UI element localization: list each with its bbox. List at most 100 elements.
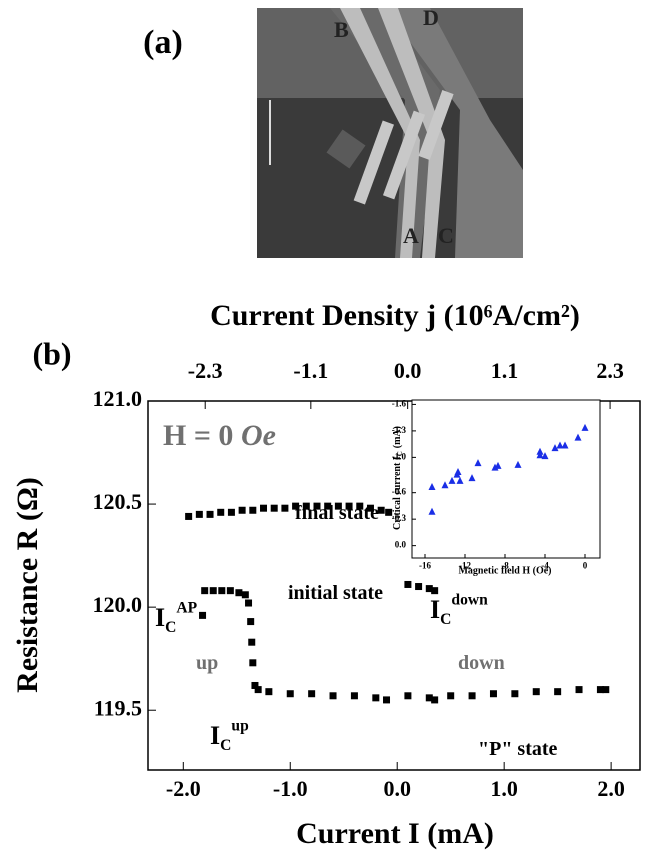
data-point — [489, 690, 497, 698]
data-point — [383, 696, 391, 704]
plot-frame — [411, 399, 601, 559]
data-point — [556, 441, 564, 449]
annotation-part: down — [451, 591, 488, 608]
y-axis-title: Resistance R (Ω) — [11, 477, 44, 693]
data-point — [329, 692, 337, 700]
data-point — [468, 474, 476, 482]
data-point — [260, 504, 268, 512]
y-tick-label: -1.3 — [392, 425, 407, 435]
x-tick-label: 0 — [583, 561, 588, 571]
panel-label: (b) — [32, 335, 71, 371]
annotation-part: initial state — [288, 582, 383, 604]
data-point — [551, 444, 559, 452]
data-point — [494, 461, 502, 469]
data-point — [404, 580, 412, 588]
data-point — [574, 433, 582, 441]
data-point — [441, 481, 449, 489]
data-point — [270, 504, 278, 512]
data-point — [596, 686, 604, 694]
x2-tick-label: -1.1 — [293, 358, 328, 383]
y-tick-label: -1.0 — [392, 451, 407, 461]
inset-y-title: Critical current IC (mA) — [392, 426, 403, 530]
data-point — [456, 476, 464, 484]
annotation: initial state — [288, 582, 383, 604]
electrode-label: B — [334, 17, 349, 42]
data-point — [227, 508, 235, 516]
x-tick-label: -1.0 — [273, 776, 308, 801]
data-point — [448, 476, 456, 484]
data-point — [209, 587, 217, 595]
data-point — [334, 502, 342, 510]
data-point — [324, 502, 332, 510]
data-point — [428, 483, 436, 491]
data-point — [431, 696, 439, 704]
data-point — [248, 638, 256, 646]
data-point — [345, 502, 353, 510]
annotation-part: I — [430, 595, 440, 624]
data-point — [218, 587, 226, 595]
y-tick-label: -1.6 — [392, 398, 407, 408]
data-point — [281, 504, 289, 512]
data-point — [313, 502, 321, 510]
data-point — [404, 692, 412, 700]
electrode-label: D — [423, 5, 439, 30]
data-point — [561, 441, 569, 449]
annotation: final state — [295, 502, 379, 524]
data-point — [199, 611, 207, 619]
micrograph — [257, 8, 523, 258]
data-point — [514, 460, 522, 468]
x2-tick-label: -2.3 — [188, 358, 223, 383]
data-point — [428, 507, 436, 515]
data-point — [377, 506, 385, 514]
data-point — [265, 688, 273, 696]
electrode-label: C — [438, 223, 454, 248]
annotation-part: Oe — [241, 419, 276, 452]
data-point — [385, 508, 393, 516]
data-point — [235, 589, 243, 597]
data-point — [536, 451, 544, 459]
data-point — [581, 423, 589, 431]
annotation-part: up — [231, 717, 249, 734]
annotation-part: I — [155, 603, 165, 632]
data-point — [251, 681, 259, 689]
data-point — [226, 587, 234, 595]
data-point — [536, 447, 544, 455]
data-point — [415, 583, 423, 591]
inset-y-title-part: Critical current I — [392, 456, 403, 530]
annotation-part: I — [210, 721, 220, 750]
annotation: down — [458, 652, 505, 674]
x-tick-label: 0.0 — [383, 776, 411, 801]
data-point — [366, 504, 374, 512]
x-tick-label: 2.0 — [597, 776, 625, 801]
x2-axis-title: Current Density j (10⁶A/cm²) — [210, 299, 580, 332]
data-point — [425, 585, 433, 593]
x-tick-label: -4 — [541, 561, 549, 571]
annotation-part: down — [458, 652, 505, 674]
data-point — [308, 690, 316, 698]
data-point — [372, 694, 380, 702]
data-point — [241, 591, 249, 599]
data-point — [454, 467, 462, 475]
data-point — [356, 502, 364, 510]
data-point — [238, 506, 246, 514]
annotation-part: up — [196, 652, 218, 674]
data-point — [245, 599, 253, 607]
data-point — [431, 587, 439, 595]
annotation: "P" state — [478, 738, 558, 760]
annotation-part: H = 0 — [163, 419, 241, 452]
x-tick-label: -12 — [459, 561, 471, 571]
inset-y-title-part: C — [396, 451, 404, 456]
data-point — [206, 510, 214, 518]
electrode-label: A — [403, 223, 419, 248]
data-point — [511, 690, 519, 698]
inset-x-title: Magnetic field H (Oe) — [458, 565, 551, 576]
data-point — [602, 686, 610, 694]
data-point — [474, 459, 482, 467]
data-point — [425, 694, 433, 702]
annotation-part: C — [440, 610, 451, 627]
annotation: ICAP — [155, 599, 198, 636]
annotation: ICup — [210, 717, 249, 754]
data-point — [247, 618, 255, 626]
data-point — [554, 688, 562, 696]
